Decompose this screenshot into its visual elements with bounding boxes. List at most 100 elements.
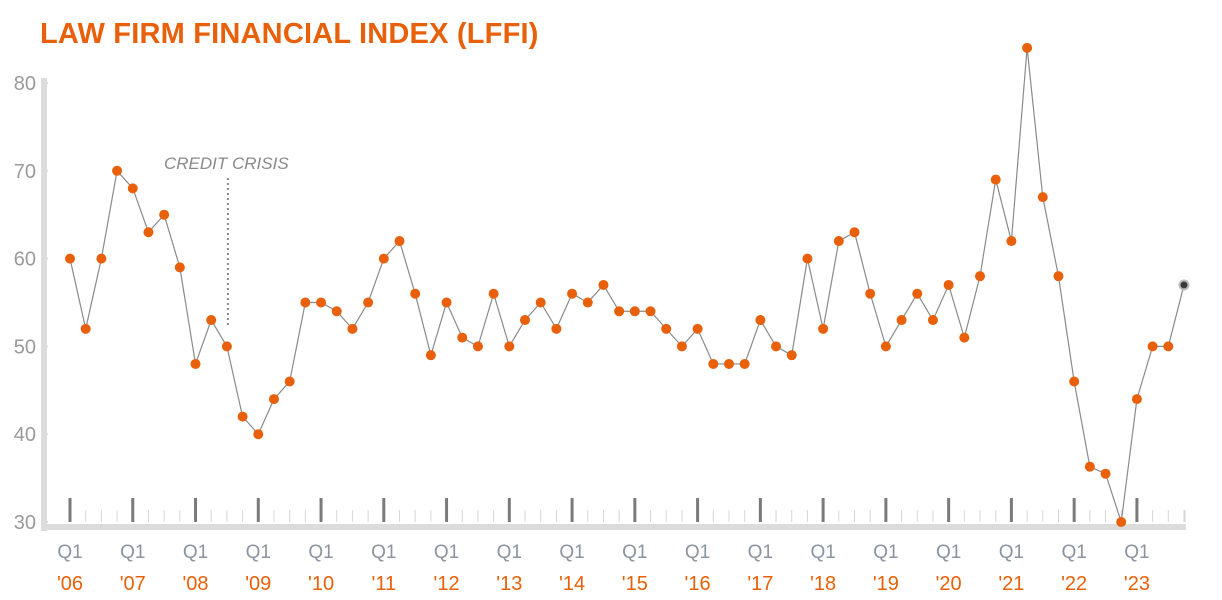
data-point [159,209,170,220]
data-point [174,262,185,273]
series-line [69,47,1185,523]
x-tick-quarter-label: Q1 [685,542,710,563]
x-tick-quarter-label: Q1 [497,542,522,563]
data-point [582,297,593,308]
x-tick-quarter-label: Q1 [308,542,333,563]
data-point [488,288,499,299]
data-point [65,253,75,264]
x-tick-quarter-label: Q1 [810,542,835,563]
data-point [331,306,342,317]
x-tick-year-label: '18 [810,573,836,595]
x-tick-quarter-label: Q1 [622,542,647,563]
chart-title: LAW FIRM FINANCIAL INDEX (LFFI) [40,18,539,50]
data-point [112,165,123,176]
x-tick-year-label: '13 [496,573,522,595]
x-tick-year-label: '21 [998,573,1024,595]
data-point [1053,271,1064,282]
data-point [927,315,938,326]
data-point [253,429,264,440]
data-point [425,350,436,361]
x-tick-quarter-label: Q1 [57,542,82,563]
data-point [221,341,232,352]
y-tick-label: 30 [14,512,36,534]
x-tick-quarter-label: Q1 [999,542,1024,563]
data-point [943,279,954,290]
data-point [1069,376,1080,387]
data-point [629,306,640,317]
data-point [394,236,405,247]
data-point [802,253,813,264]
data-point [1116,517,1127,527]
data-point [1006,236,1017,247]
annotation-label: CREDIT CRISIS [164,154,289,173]
x-tick-year-label: '14 [559,573,585,595]
x-tick-year-label: '23 [1124,573,1150,595]
data-point [692,323,703,334]
data-point [284,376,295,387]
x-tick-year-label: '22 [1061,573,1087,595]
data-point [739,358,750,369]
x-tick-quarter-label: Q1 [120,542,145,563]
data-point [520,315,531,326]
y-tick-label: 60 [14,249,36,271]
data-point [1163,341,1174,352]
x-tick-year-label: '06 [57,573,83,595]
data-point [1131,394,1142,405]
x-tick-year-label: '10 [308,573,334,595]
data-point [237,411,248,422]
data-point [614,306,625,317]
data-point [708,358,719,369]
data-point [771,341,782,352]
x-tick-year-label: '17 [747,573,773,595]
data-point [896,315,907,326]
data-point [567,288,578,299]
x-tick-quarter-label: Q1 [748,542,773,563]
y-tick-label: 80 [14,73,36,95]
data-point [723,358,734,369]
data-point [143,227,154,238]
x-tick-year-label: '08 [182,573,208,595]
data-point [661,323,672,334]
data-point [912,288,923,299]
x-tick-quarter-label: Q1 [371,542,396,563]
data-point [1022,42,1033,53]
data-point [347,323,358,334]
x-tick-year-label: '11 [372,573,397,595]
x-tick-year-label: '07 [120,573,146,595]
y-tick-label: 40 [14,424,36,446]
x-tick-year-label: '20 [936,573,962,595]
data-point [959,332,970,343]
data-point [268,394,279,405]
data-point [127,183,138,194]
data-point [410,288,421,299]
data-point [990,174,1001,185]
data-point [1147,341,1158,352]
data-point [833,236,844,247]
data-point [645,306,656,317]
data-point [865,288,876,299]
data-point [849,227,860,238]
data-point [975,271,986,282]
data-point [472,341,483,352]
x-tick-quarter-label: Q1 [873,542,898,563]
x-tick-quarter-label: Q1 [936,542,961,563]
data-point [457,332,468,343]
data-point [363,297,374,308]
data-point [786,350,797,361]
x-tick-year-label: '12 [434,573,460,595]
data-point [1100,468,1111,479]
data-point [441,297,452,308]
data-point [300,297,311,308]
x-tick-quarter-label: Q1 [434,542,459,563]
x-tick-quarter-label: Q1 [246,542,271,563]
data-point [378,253,389,264]
x-tick-quarter-label: Q1 [559,542,584,563]
x-tick-year-label: '09 [245,573,271,595]
data-point [96,253,107,264]
data-point [80,323,91,334]
y-tick-label: 70 [14,161,36,183]
data-point [535,297,546,308]
x-tick-year-label: '15 [622,573,648,595]
data-point [1037,192,1048,203]
